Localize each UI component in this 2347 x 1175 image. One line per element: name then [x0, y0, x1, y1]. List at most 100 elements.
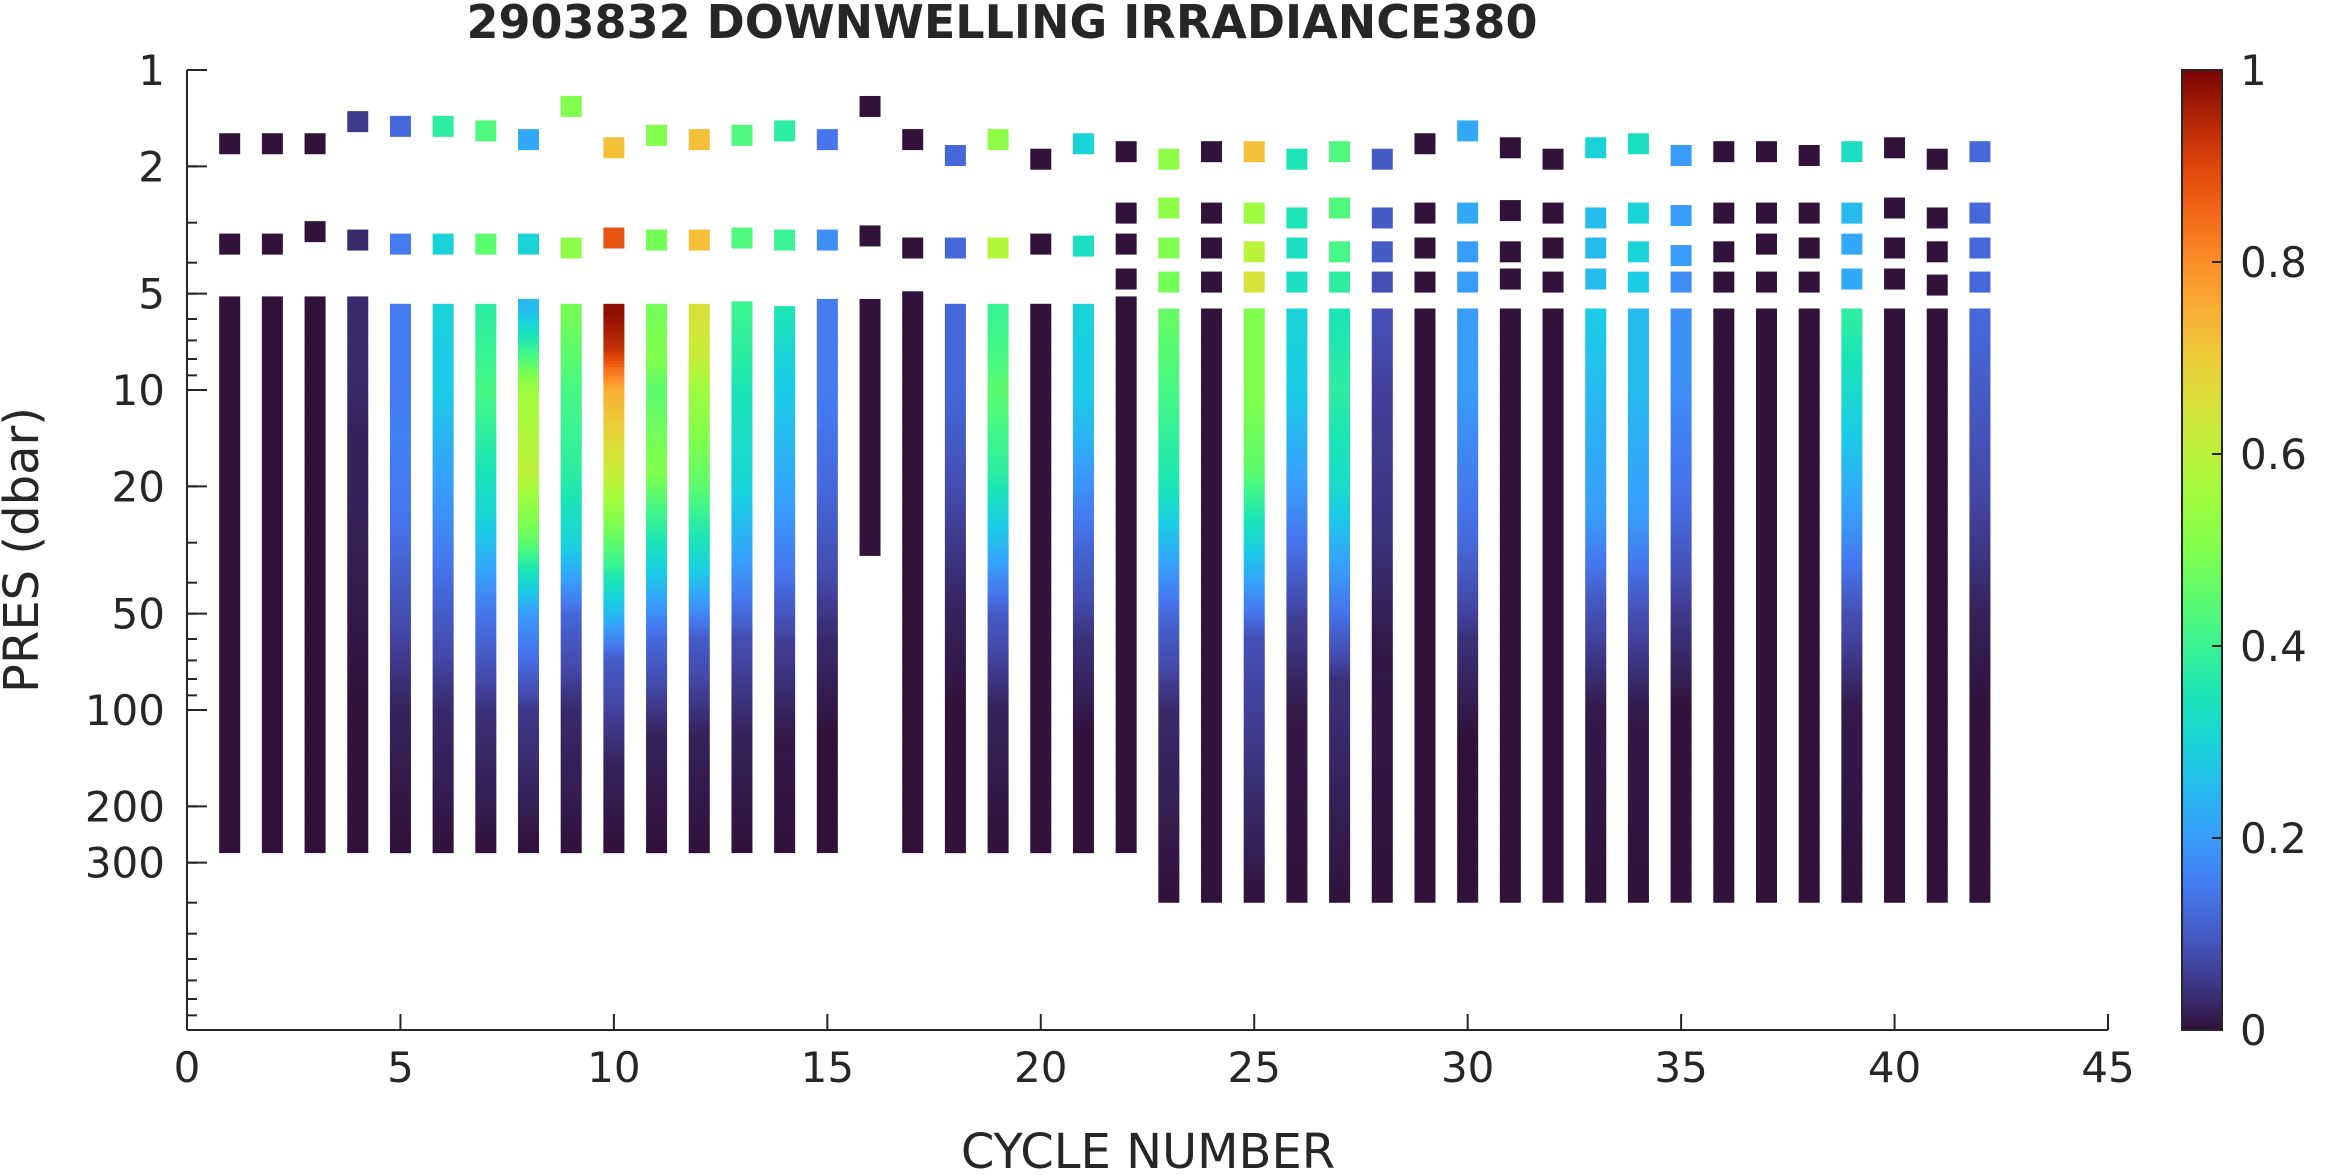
profile-column-segment: [1329, 707, 1351, 712]
profile-column-segment: [475, 426, 497, 431]
profile-column-segment: [347, 398, 369, 403]
profile-column-segment: [261, 533, 283, 538]
profile-column-segment: [560, 672, 582, 677]
profile-column-segment: [1243, 863, 1265, 868]
profile-column-segment: [518, 805, 540, 810]
profile-column-segment: [1115, 680, 1137, 685]
profile-column-segment: [944, 708, 966, 713]
profile-column-segment: [1115, 584, 1137, 589]
profile-column-segment: [347, 422, 369, 427]
profile-column-segment: [389, 774, 411, 779]
profile-column-segment: [1286, 506, 1308, 511]
profile-column-segment: [774, 705, 796, 709]
profile-column-segment: [1072, 354, 1094, 359]
profile-column-segment: [859, 493, 881, 498]
profile-column-segment: [261, 713, 283, 718]
profile-column-segment: [1243, 317, 1265, 322]
profile-column-segment: [1286, 842, 1308, 847]
profile-column-segment: [560, 762, 582, 767]
profile-column-segment: [304, 296, 326, 301]
profile-sample: [987, 129, 1009, 151]
profile-column-segment: [987, 681, 1009, 686]
profile-column-segment: [1158, 605, 1180, 610]
profile-column-segment: [816, 346, 838, 351]
profile-column-segment: [560, 495, 582, 500]
profile-column-segment: [902, 567, 924, 571]
profile-column-segment: [1243, 359, 1265, 364]
profile-column-segment: [731, 640, 753, 644]
profile-column-segment: [304, 680, 326, 685]
profile-column-segment: [1201, 371, 1223, 376]
profile-column-segment: [646, 549, 668, 554]
profile-column-segment: [1072, 555, 1094, 560]
profile-column-segment: [1243, 482, 1265, 487]
profile-column-segment: [859, 511, 881, 516]
profile-column-segment: [688, 447, 710, 452]
profile-column-segment: [261, 782, 283, 787]
profile-column-segment: [560, 552, 582, 557]
profile-column-segment: [987, 417, 1009, 422]
profile-sample: [389, 115, 411, 137]
profile-column-segment: [1243, 692, 1265, 697]
profile-column-segment: [1158, 488, 1180, 493]
profile-column-segment: [432, 672, 454, 677]
profile-column-segment: [1201, 572, 1223, 577]
profile-column-segment: [518, 748, 540, 753]
profile-column-segment: [1329, 632, 1351, 637]
profile-column-segment: [1158, 881, 1180, 886]
profile-column-segment: [603, 417, 625, 422]
profile-column-segment: [1286, 653, 1308, 658]
profile-column-segment: [1329, 425, 1351, 430]
profile-column-segment: [1158, 821, 1180, 826]
profile-column-segment: [261, 641, 283, 646]
profile-column-segment: [304, 818, 326, 823]
profile-column-segment: [902, 663, 924, 667]
profile-column-segment: [1030, 825, 1052, 830]
profile-column-segment: [304, 518, 326, 523]
profile-column-segment: [774, 429, 796, 433]
profile-column-segment: [475, 342, 497, 347]
profile-column-segment: [219, 539, 241, 544]
profile-column-segment: [560, 696, 582, 701]
profile-column-segment: [1286, 401, 1308, 406]
profile-column-segment: [261, 578, 283, 583]
profile-column-segment: [475, 372, 497, 377]
profile-column-segment: [987, 714, 1009, 719]
profile-column-segment: [261, 506, 283, 511]
profile-column-segment: [304, 533, 326, 538]
profile-column-segment: [859, 553, 881, 556]
profile-column-segment: [816, 613, 838, 618]
profile-column-segment: [1329, 398, 1351, 403]
profile-column-segment: [261, 515, 283, 520]
profile-column-segment: [560, 504, 582, 509]
profile-column-segment: [1201, 737, 1223, 742]
profile-column-segment: [816, 469, 838, 474]
profile-column-segment: [1115, 530, 1137, 535]
profile-column-segment: [944, 663, 966, 668]
profile-column-segment: [475, 645, 497, 650]
profile-column-segment: [1243, 590, 1265, 595]
profile-column-segment: [389, 354, 411, 359]
profile-column-segment: [1072, 636, 1094, 641]
profile-column-segment: [560, 609, 582, 614]
profile-column-segment: [731, 763, 753, 767]
profile-column-segment: [475, 729, 497, 734]
profile-column-segment: [1201, 473, 1223, 478]
profile-column-segment: [1201, 716, 1223, 721]
profile-column-segment: [261, 479, 283, 484]
profile-column-segment: [603, 459, 625, 464]
profile-column-segment: [902, 843, 924, 847]
profile-column-segment: [816, 325, 838, 330]
profile-column-segment: [859, 427, 881, 432]
profile-column-segment: [944, 552, 966, 557]
profile-column-segment: [816, 391, 838, 396]
profile-column-segment: [1158, 626, 1180, 631]
profile-column-segment: [432, 693, 454, 698]
profile-column-segment: [518, 814, 540, 819]
profile-column-segment: [688, 354, 710, 359]
profile-column-segment: [1286, 389, 1308, 394]
profile-column-segment: [987, 630, 1009, 635]
profile-column-segment: [816, 430, 838, 435]
profile-column-segment: [1201, 578, 1223, 583]
profile-column-segment: [1072, 615, 1094, 620]
